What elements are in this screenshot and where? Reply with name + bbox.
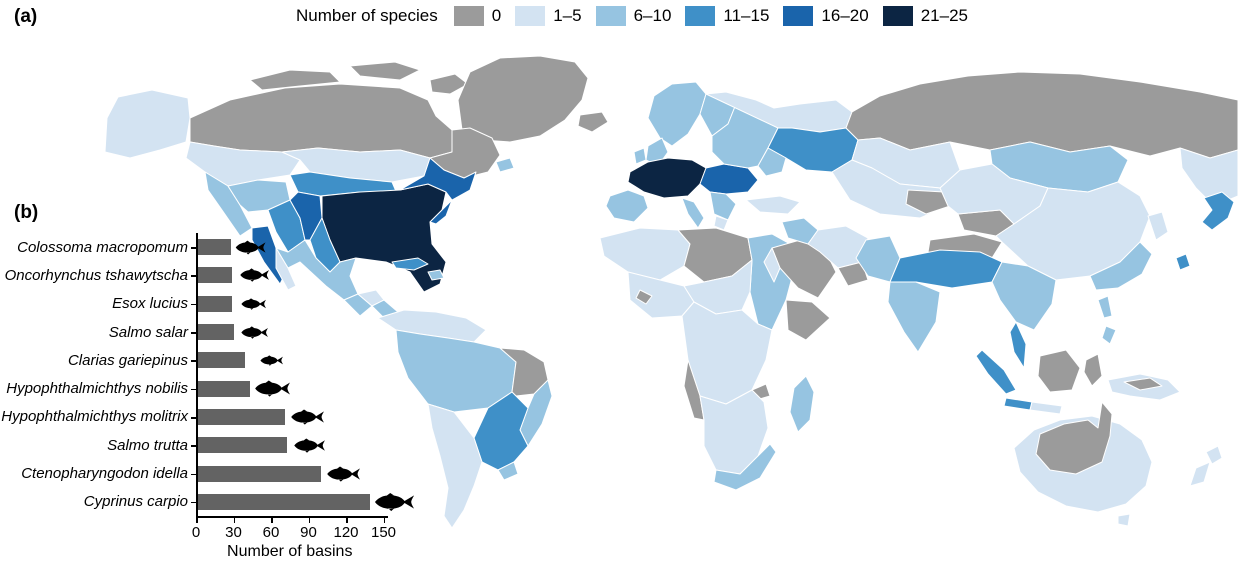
bar [196,493,370,510]
legend-item: 6–10 [595,6,672,26]
bar-row: Hypophthalmichthys nobilis [0,374,430,402]
species-label: Esox lucius [112,295,188,313]
oceania [975,349,1223,527]
legend-swatch [595,6,626,26]
y-axis-tick [191,473,196,476]
x-tick-label: 150 [370,524,397,541]
legend-class-label: 11–15 [723,6,770,25]
asia [831,71,1238,369]
middle-east [763,217,869,299]
x-axis-tick [233,517,236,523]
salmon-silhouette-icon [236,268,274,282]
x-tick-label: 30 [225,524,242,541]
legend-swatch [453,6,484,26]
legend-class-label: 6–10 [633,6,672,25]
y-axis-tick [191,360,196,362]
legend-item: 21–25 [882,6,968,26]
x-axis-tick [383,517,386,523]
basins-bar-chart: Colossoma macropomum Oncorhynchus tshawyt… [0,233,430,560]
x-tick-label: 0 [191,524,201,541]
y-axis-tick [191,445,196,447]
species-label: Salmo trutta [107,436,188,454]
x-tick-label: 90 [300,524,317,541]
legend-item: 16–20 [783,6,869,26]
trout-silhouette-icon [291,438,329,453]
legend-class-label: 21–25 [920,6,968,25]
y-axis-tick [191,332,196,334]
species-label: Cyprinus carpio [83,493,188,511]
bar-row: Hypophthalmichthys molitrix [0,403,430,431]
bar [196,267,233,284]
y-axis-tick [191,501,196,504]
y-axis-tick [191,275,196,278]
bar [196,380,250,397]
legend-swatch [783,6,814,26]
x-axis-tick [308,517,311,523]
salmon-silhouette-icon [238,326,272,339]
south-america [377,309,553,529]
silver-carp-silhouette-icon [289,409,327,425]
x-axis-tick [271,517,273,523]
common-carp-silhouette-icon [374,492,416,512]
species-label: Oncorhynchus tshawytscha [4,266,188,284]
bar-row: Esox lucius [0,290,430,318]
grass-carp-silhouette-icon [325,466,363,482]
legend-item: 11–15 [685,6,769,26]
legend-swatch [515,6,546,26]
bighead-carp-silhouette-icon [254,380,292,397]
y-axis-tick [191,247,196,249]
y-axis-tick [191,416,196,419]
species-label: Hypophthalmichthys molitrix [1,408,188,426]
europe [605,81,859,231]
species-label: Hypophthalmichthys nobilis [6,380,188,398]
species-label: Colossoma macropomum [17,238,188,256]
bar-row: Cyprinus carpio [0,488,430,516]
x-tick-label: 120 [333,524,359,541]
y-axis-tick [191,388,196,391]
legend-class-label: 16–20 [821,6,869,25]
x-tick-label: 60 [262,524,280,541]
y-axis [196,233,198,516]
species-label: Salmo salar [108,323,188,341]
bar-row: Salmo trutta [0,431,430,459]
pike-silhouette-icon [236,298,272,310]
y-axis-tick [191,303,196,306]
pacu-silhouette-icon [235,239,267,256]
bar [196,465,321,482]
legend-swatch [882,6,913,26]
bar [196,239,231,256]
legend-class-label: 0 [491,6,502,25]
x-axis-tick [196,517,198,523]
bar-row: Salmo salar [0,318,430,346]
legend-swatch [685,6,716,26]
bar [196,295,233,312]
species-label: Clarias gariepinus [67,351,188,369]
bar [196,352,245,369]
bar [196,437,288,454]
north-america [104,55,609,343]
species-label: Ctenopharyngodon idella [21,465,188,483]
africa [599,227,831,491]
bar-rows: Colossoma macropomum Oncorhynchus tshawyt… [0,233,430,516]
panel-a-label: (a) [14,6,38,27]
bar-row: Clarias gariepinus [0,346,430,374]
legend-item: 0 [453,6,502,26]
legend-title: Number of species [296,6,438,25]
bar [196,408,285,425]
legend-item: 1–5 [515,6,582,26]
x-axis-tick [346,517,348,523]
catfish-silhouette-icon [249,355,295,366]
x-axis-title: Number of basins [227,543,353,560]
x-axis [196,516,388,518]
panel-b-label: (b) [14,202,39,223]
bar [196,324,234,341]
legend-class-label: 1–5 [553,6,582,25]
bar-row: Colossoma macropomum [0,233,430,261]
bar-row: Ctenopharyngodon idella [0,459,430,487]
bar-row: Oncorhynchus tshawytscha [0,261,430,289]
map-legend: Number of species 0 1–5 6–10 11–15 16–20 21–2… [296,6,968,26]
